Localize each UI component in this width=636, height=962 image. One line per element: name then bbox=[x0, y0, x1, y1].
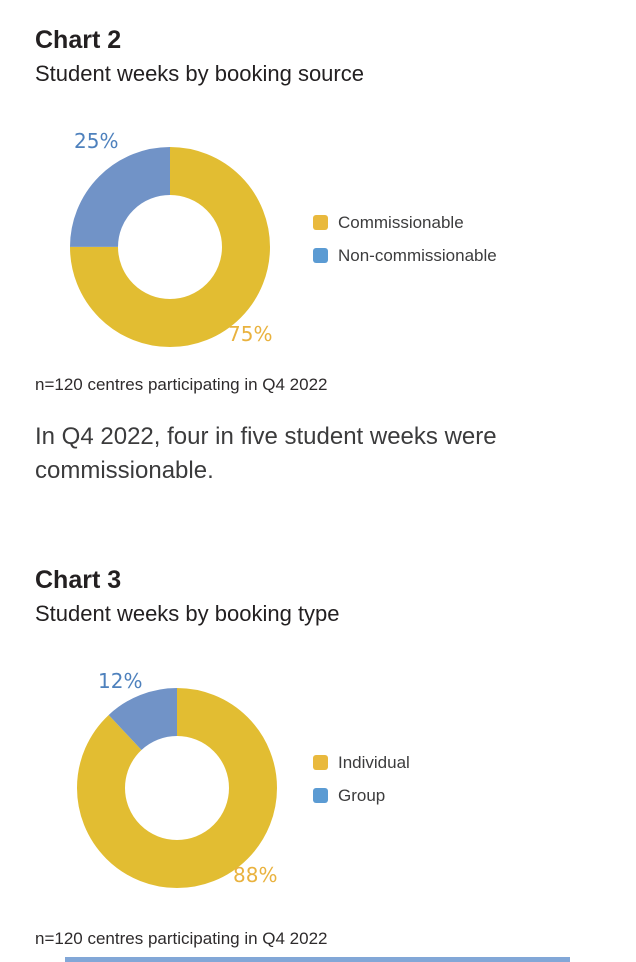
chart2-donut: 25% 75% bbox=[70, 129, 273, 347]
legend-label-group: Group bbox=[338, 786, 386, 805]
legend-item-individual: Individual bbox=[313, 754, 410, 771]
non-commissionable-swatch-icon bbox=[313, 248, 328, 263]
donut-chart-icon bbox=[77, 688, 277, 888]
individual-swatch-icon bbox=[313, 755, 328, 770]
chart3-sample-note: n=120 centres participating in Q4 2022 bbox=[35, 929, 328, 948]
chart2-title: Chart 2 bbox=[35, 26, 122, 54]
donut-chart-icon bbox=[70, 147, 270, 347]
chart3-donut: 12% 88% bbox=[77, 669, 278, 888]
commissionable-swatch-icon bbox=[313, 215, 328, 230]
chart2-subtitle: Student weeks by booking source bbox=[35, 61, 364, 86]
footer-divider-bar bbox=[65, 957, 570, 962]
legend-item-commissionable: Commissionable bbox=[313, 214, 497, 231]
group-swatch-icon bbox=[313, 788, 328, 803]
chart2-sample-note: n=120 centres participating in Q4 2022 bbox=[35, 375, 328, 394]
chart3-subtitle: Student weeks by booking type bbox=[35, 601, 340, 626]
chart3-title: Chart 3 bbox=[35, 566, 122, 594]
chart2-value-label-commissionable: 75% bbox=[228, 322, 273, 346]
annotation-text: In Q4 2022, four in five student weeks w… bbox=[35, 423, 497, 484]
chart3-legend: Individual Group bbox=[313, 754, 410, 804]
legend-label-individual: Individual bbox=[338, 753, 410, 772]
chart3-value-label-group: 12% bbox=[98, 669, 143, 693]
legend-label-non-commissionable: Non-commissionable bbox=[338, 246, 497, 265]
chart2-legend: Commissionable Non-commissionable bbox=[313, 214, 497, 264]
chart2-value-label-non-commissionable: 25% bbox=[74, 129, 119, 153]
chart3-value-label-individual: 88% bbox=[233, 863, 278, 887]
legend-item-group: Group bbox=[313, 787, 410, 804]
legend-label-commissionable: Commissionable bbox=[338, 213, 464, 232]
legend-item-non-commissionable: Non-commissionable bbox=[313, 247, 497, 264]
